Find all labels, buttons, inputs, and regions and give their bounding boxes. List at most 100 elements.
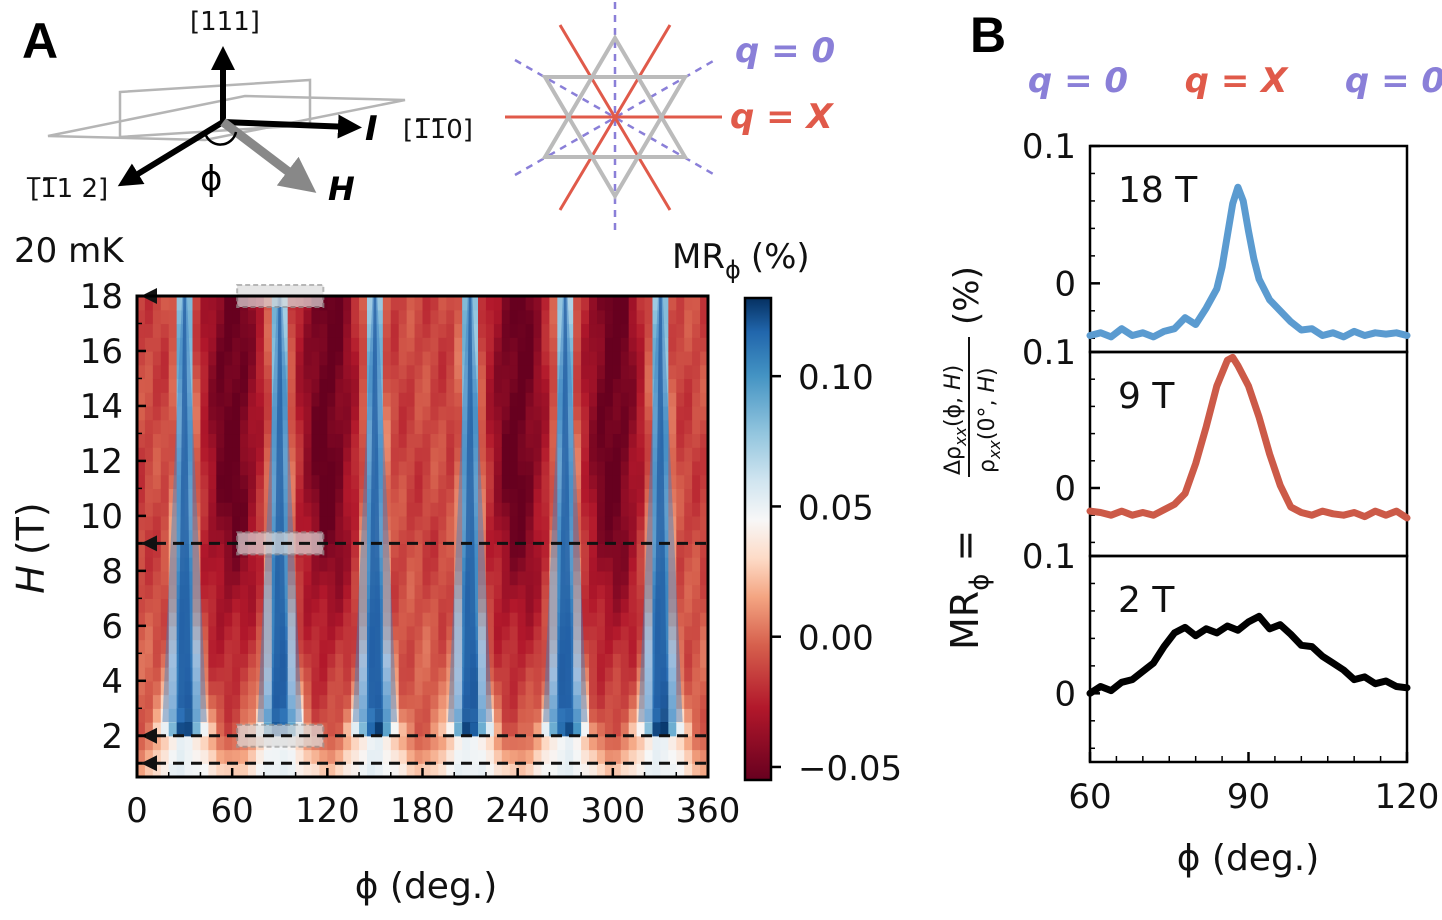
heatmap-cell [232,694,241,709]
heatmap-cell [493,433,503,448]
heatmap-cell [263,625,273,641]
heatmap-cell [596,529,606,544]
heatmap-cell [628,543,638,558]
heatmap-cell [192,763,202,777]
heatmap-cell [200,460,209,476]
heatmap-cell [533,543,543,558]
heatmap-cell [668,460,677,476]
heatmap-cell [692,460,701,476]
heatmap-cell [390,543,400,558]
heatmap-cell [248,502,257,517]
heatmap-cell [565,488,574,503]
heatmap-cell [620,680,630,696]
heatmap-cell [589,460,598,476]
heatmap-cell [692,296,701,311]
heatmap-cell [652,474,662,489]
heatmap-cell [478,708,487,723]
heatmap-cell [311,419,321,435]
heatmap-cell [549,722,558,737]
heatmap-cell [327,708,336,723]
heatmap-cell [144,515,154,531]
heatmap-cell [700,529,708,544]
heatmap-cell [224,598,233,613]
heatmap-cell [422,350,432,366]
heatmap-cell [351,337,360,352]
heatmap-cell [263,694,273,709]
heatmap-cell [430,763,439,777]
heatmap-cell [573,350,582,366]
heatmap-cell [398,653,408,668]
heatmap-cell [200,749,209,764]
heatmap-cell [478,378,487,393]
heatmap-cell [644,460,654,476]
heatmap-cell [700,296,708,311]
heatmap-cell [581,337,590,352]
heatmap-cell [248,694,257,709]
heatmap-cell [192,680,202,696]
heatmap-cell [541,419,550,435]
heatmap-cell [398,323,408,338]
heatmap-cell [589,584,598,599]
heatmap-cell [430,296,439,311]
heatmap-cell [192,433,202,448]
heatmap-cell [509,735,519,751]
heatmap-cell [224,667,233,682]
heatmap-cell [581,529,590,544]
heatmap-cell [517,502,527,517]
heatmap-cell [589,515,598,531]
heatmap-cell [343,392,352,407]
heatmap-cell [430,584,439,599]
heatmap-cell [612,735,622,751]
heatmap-cell [676,337,685,352]
heatmap-cell [144,378,154,393]
heatmap-cell [152,625,162,641]
heatmap-cell [517,694,527,709]
heatmap-cell [446,378,455,393]
heatmap-cell [240,625,249,641]
heatmap-cell [390,722,400,737]
heatmap-cell [612,502,622,517]
heatmap-cell [462,749,471,764]
heatmap-cell [248,570,257,586]
heatmap-cell [462,708,471,723]
heatmap-cell [335,419,344,435]
heatmap-cell [581,296,590,311]
heatmap-cell [589,735,598,751]
heatmap-cell [327,515,336,531]
heatmap-cell [636,488,646,503]
heatmap-cell [604,460,614,476]
heatmap-cell [700,625,708,641]
heatmap-cell [168,309,178,325]
heatmap-cell [446,515,455,531]
heatmap-cell [604,337,614,352]
kagome-q0-label: q = 0 [735,31,835,71]
heatmap-cell [501,735,511,751]
heatmap-cell [636,364,646,380]
heatmap-cell [335,708,344,723]
heatmap-cell [478,419,487,435]
heatmap-cell [208,488,217,503]
heatmap-cell [240,763,249,777]
heatmap-cell [700,337,708,352]
heatmap-cell [628,392,638,407]
heatmap-cell [248,557,257,572]
heatmap-cell [255,337,265,352]
heatmap-cell [612,694,622,709]
heatmap-cell [160,735,170,751]
heatmap-cell [160,680,170,696]
heatmap-cell [414,570,424,586]
heatmap-cell [422,735,432,751]
heatmap-cell [493,557,503,572]
heatmap-cell [692,474,701,489]
heatmap-cell [581,502,590,517]
heatmap-cell [541,680,550,696]
heatmap-cell [271,364,281,380]
heatmap-cell [319,653,328,668]
heatmap-cell [374,735,384,751]
line-xlabel: ϕ (deg.) [1177,838,1320,879]
heatmap-cell [279,350,289,366]
heatmap-cell [668,515,677,531]
heatmap-cell [652,460,662,476]
heatmap-cell [406,337,416,352]
heatmap-cell [636,763,646,777]
